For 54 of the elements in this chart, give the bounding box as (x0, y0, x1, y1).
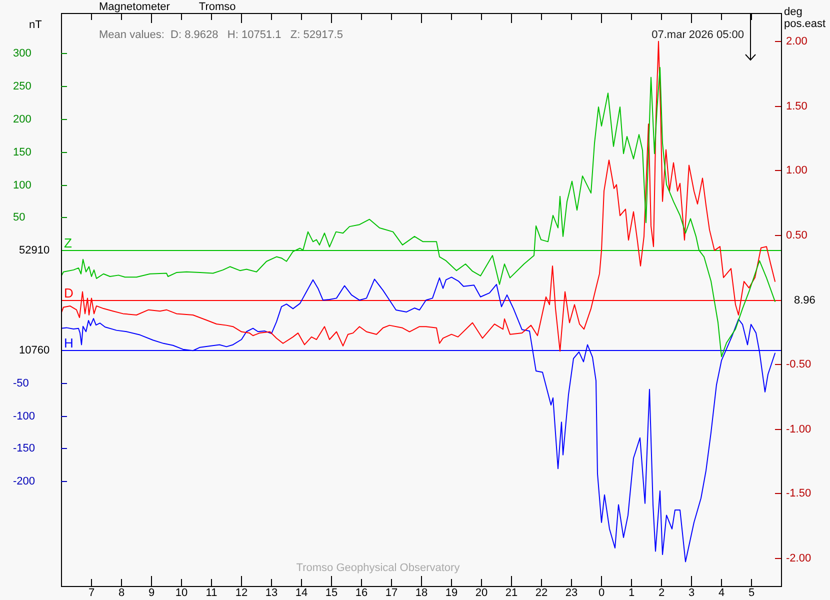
y2-tick-label: -0.50 (786, 358, 812, 371)
x-tick-label: 23 (565, 587, 578, 600)
x-tick-label: 22 (535, 587, 548, 600)
chart-title: Magnetometer (99, 1, 170, 14)
x-tick-label: 2 (658, 587, 665, 600)
y3-tick-label: -100 (13, 410, 36, 423)
y-tick-label: 250 (13, 80, 32, 93)
x-tick-label: 10 (175, 587, 188, 600)
x-tick-label: 18 (415, 587, 428, 600)
ref-line-label: D (64, 286, 74, 301)
y-tick-label: 150 (13, 146, 32, 159)
x-tick-label: 19 (445, 587, 458, 600)
x-tick-label: 5 (748, 587, 755, 600)
text: 8.96 (794, 294, 816, 307)
y2-tick-label: 1.00 (786, 164, 808, 177)
x-tick-label: 1 (628, 587, 635, 600)
text: 52910 (19, 244, 50, 257)
x-tick-label: 11 (206, 587, 218, 600)
y2-tick-label: 0.50 (786, 230, 808, 242)
x-tick-label: 7 (88, 587, 95, 600)
y-tick-label: 100 (13, 180, 32, 192)
x-tick-label: 3 (688, 587, 695, 600)
y2-tick-label: -1.00 (786, 424, 812, 436)
x-tick-label: 12 (235, 587, 248, 600)
x-tick-label: 16 (355, 587, 368, 600)
x-tick-label: 4 (718, 587, 725, 600)
y2-axis-title: deg pos.east (784, 6, 826, 30)
x-tick-label: 14 (295, 587, 308, 600)
y-axis-title: nT (29, 19, 42, 32)
chart-subtitle: Tromso (198, 1, 236, 14)
y2-tick-label: 1.50 (786, 100, 808, 113)
y-tick-label: 50 (13, 212, 26, 224)
ref-line-label: H (64, 336, 74, 351)
y2-tick-label: -1.50 (786, 488, 812, 500)
y-tick-label: 300 (13, 48, 32, 60)
x-tick-label: 17 (385, 587, 398, 600)
x-tick-label: 13 (265, 587, 278, 600)
x-tick-label: 8 (118, 587, 125, 600)
annotation: 07.mar 2026 05:00 (652, 29, 744, 42)
x-tick-label: 15 (325, 587, 338, 600)
y2-tick-label: 2.00 (786, 36, 808, 48)
x-tick-label: 9 (148, 587, 155, 600)
x-tick-label: 21 (505, 587, 518, 600)
y3-tick-label: -200 (13, 476, 36, 488)
annotation: Mean values: D: 8.9628 H: 10751.1 Z: 52917.5 (99, 29, 343, 42)
y3-tick-label: -150 (13, 442, 36, 455)
text: 10760 (19, 344, 50, 357)
x-tick-label: 20 (475, 587, 488, 600)
y2-tick-label: -2.00 (786, 552, 812, 565)
x-tick-label: 0 (598, 587, 605, 600)
y-tick-label: 200 (13, 114, 32, 126)
annotation: Tromso Geophysical Observatory (296, 562, 460, 574)
ref-line-label: Z (64, 236, 72, 251)
y3-tick-label: -50 (13, 378, 29, 390)
